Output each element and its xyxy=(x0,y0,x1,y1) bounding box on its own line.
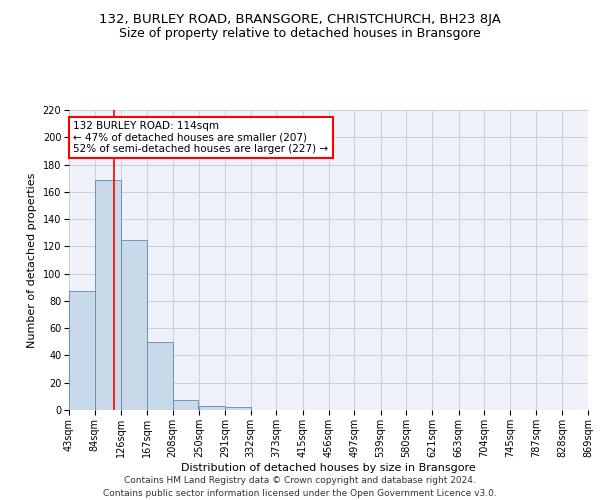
Bar xyxy=(69,292,95,410)
Bar xyxy=(147,342,173,410)
Bar xyxy=(121,240,147,410)
Bar xyxy=(95,180,121,410)
Bar xyxy=(173,400,199,410)
Text: 132, BURLEY ROAD, BRANSGORE, CHRISTCHURCH, BH23 8JA: 132, BURLEY ROAD, BRANSGORE, CHRISTCHURC… xyxy=(99,12,501,26)
Bar xyxy=(199,406,225,410)
X-axis label: Distribution of detached houses by size in Bransgore: Distribution of detached houses by size … xyxy=(181,462,476,472)
Text: Contains HM Land Registry data © Crown copyright and database right 2024.
Contai: Contains HM Land Registry data © Crown c… xyxy=(103,476,497,498)
Text: 132 BURLEY ROAD: 114sqm
← 47% of detached houses are smaller (207)
52% of semi-d: 132 BURLEY ROAD: 114sqm ← 47% of detache… xyxy=(73,121,329,154)
Text: Size of property relative to detached houses in Bransgore: Size of property relative to detached ho… xyxy=(119,28,481,40)
Y-axis label: Number of detached properties: Number of detached properties xyxy=(27,172,37,348)
Bar xyxy=(225,408,251,410)
